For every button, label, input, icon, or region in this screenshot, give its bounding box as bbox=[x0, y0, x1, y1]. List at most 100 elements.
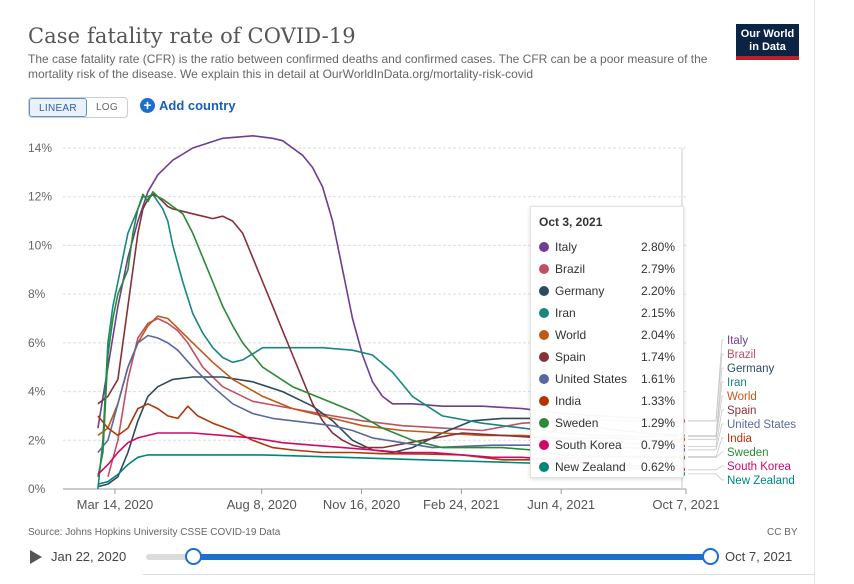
tooltip-row: Spain 1.74% bbox=[539, 346, 675, 368]
add-country-button[interactable]: + Add country bbox=[140, 98, 236, 113]
y-tick-label: 2% bbox=[28, 433, 46, 447]
x-tick-label: Nov 16, 2020 bbox=[323, 497, 400, 512]
logo-line-1: Our World bbox=[740, 28, 795, 40]
tooltip-series-value: 2.20% bbox=[640, 284, 675, 298]
series-line bbox=[97, 376, 683, 488]
grid bbox=[63, 147, 686, 490]
series-line bbox=[97, 193, 683, 449]
label-connector bbox=[688, 409, 724, 448]
x-tick-label: Mar 14, 2020 bbox=[77, 497, 154, 512]
label-connector bbox=[688, 367, 724, 436]
tooltip-row: Germany 2.20% bbox=[539, 280, 675, 302]
series-line bbox=[97, 135, 683, 429]
tooltip: Oct 3, 2021 Italy 2.80% Brazil 2.79% Germany… bbox=[530, 206, 684, 478]
series-line bbox=[97, 402, 682, 461]
timeline: Jan 22, 2020 Oct 7, 2021 bbox=[28, 546, 803, 568]
tooltip-row: Sweden 1.29% bbox=[539, 412, 675, 434]
tooltip-series-name: Italy bbox=[555, 240, 578, 254]
timeline-start-handle[interactable] bbox=[185, 548, 202, 565]
timeline-end-handle[interactable] bbox=[702, 548, 719, 565]
legend-dot-icon bbox=[539, 242, 549, 252]
label-connector bbox=[688, 353, 724, 422]
series-line bbox=[97, 193, 682, 490]
series-label: South Korea bbox=[727, 461, 792, 473]
tooltip-series-value: 1.74% bbox=[640, 350, 675, 364]
series-labels: Italy Brazil Germany Iran World Spain United S… bbox=[688, 335, 796, 487]
tooltip-row: World 2.04% bbox=[539, 324, 675, 346]
tooltip-row: South Korea 0.79% bbox=[539, 434, 675, 456]
x-tick-label: Jun 4, 2021 bbox=[527, 497, 595, 512]
legend-dot-icon bbox=[539, 374, 549, 384]
tooltip-series-value: 2.80% bbox=[640, 240, 675, 254]
tooltip-series-value: 2.15% bbox=[640, 306, 675, 320]
label-connector bbox=[688, 465, 724, 471]
plus-icon: + bbox=[140, 98, 155, 113]
tooltip-series-name: India bbox=[555, 394, 582, 408]
tooltip-series-name: United States bbox=[555, 372, 628, 386]
x-axis: Mar 14, 2020 Aug 8, 2020 Nov 16, 2020 Feb 2… bbox=[77, 489, 720, 512]
x-tick-label: Feb 24, 2021 bbox=[423, 497, 500, 512]
y-tick-label: 4% bbox=[28, 385, 46, 399]
source-note: Source: Johns Hopkins University CSSE CO… bbox=[28, 527, 281, 538]
series-label: New Zealand bbox=[727, 475, 795, 487]
series-label: United States bbox=[727, 419, 796, 431]
tooltip-date: Oct 3, 2021 bbox=[539, 215, 603, 229]
chart-subtitle: The case fatality rate (CFR) is the rati… bbox=[28, 52, 708, 81]
scale-toggle: LINEAR LOG bbox=[28, 97, 128, 118]
label-connector bbox=[688, 395, 724, 440]
x-tick-label: Oct 7, 2021 bbox=[652, 497, 719, 512]
timeline-start-date: Jan 22, 2020 bbox=[51, 549, 127, 564]
tooltip-row: India 1.33% bbox=[539, 390, 675, 412]
legend-dot-icon bbox=[539, 440, 549, 450]
legend-dot-icon bbox=[539, 418, 549, 428]
tooltip-row: Iran 2.15% bbox=[539, 302, 675, 324]
series-line bbox=[97, 191, 683, 477]
linear-scale-button[interactable]: LINEAR bbox=[29, 98, 87, 117]
tooltip-series-name: Brazil bbox=[555, 262, 586, 276]
y-tick-label: 8% bbox=[28, 287, 46, 301]
y-tick-label: 14% bbox=[28, 141, 52, 155]
series-label: Brazil bbox=[727, 349, 756, 361]
tooltip-series-value: 0.79% bbox=[640, 438, 675, 452]
log-scale-button[interactable]: LOG bbox=[95, 102, 118, 113]
tooltip-series-value: 1.33% bbox=[640, 394, 675, 408]
y-axis: 0% 2% 4% 6% 8% 10% 12% 14% bbox=[28, 141, 52, 496]
x-tick-label: Aug 8, 2020 bbox=[227, 497, 297, 512]
series-label: Germany bbox=[727, 363, 775, 375]
tooltip-series-name: World bbox=[555, 328, 587, 342]
tooltip-row: Italy 2.80% bbox=[539, 236, 675, 258]
y-tick-label: 10% bbox=[28, 238, 52, 252]
legend-dot-icon bbox=[539, 462, 549, 472]
add-country-label: Add country bbox=[159, 98, 236, 113]
label-connector bbox=[688, 451, 724, 459]
license-link[interactable]: CC BY bbox=[767, 527, 798, 538]
tooltip-row: Brazil 2.79% bbox=[539, 258, 675, 280]
chart-title: Case fatality rate of COVID-19 bbox=[28, 24, 356, 48]
series-label: Iran bbox=[727, 377, 747, 389]
series-label: Spain bbox=[727, 405, 756, 417]
logo-line-2: in Data bbox=[749, 41, 786, 53]
y-tick-label: 0% bbox=[28, 482, 46, 496]
play-icon[interactable] bbox=[30, 550, 42, 564]
tooltip-series-value: 1.29% bbox=[640, 416, 675, 430]
timeline-range bbox=[193, 554, 710, 560]
tooltip-series-name: Germany bbox=[555, 284, 605, 298]
tooltip-series-name: Spain bbox=[555, 350, 586, 364]
tooltip-series-value: 1.61% bbox=[640, 372, 675, 386]
line-chart[interactable]: 0% 2% 4% 6% 8% 10% 12% 14% Mar 14, 2020 Aug 8, 2… bbox=[0, 0, 815, 520]
legend-dot-icon bbox=[539, 396, 549, 406]
timeline-end-date: Oct 7, 2021 bbox=[725, 549, 793, 564]
tooltip-series-name: New Zealand bbox=[555, 460, 626, 474]
label-connector bbox=[688, 381, 724, 438]
tooltip-series-value: 2.04% bbox=[640, 328, 675, 342]
y-tick-label: 12% bbox=[28, 190, 52, 204]
legend-dot-icon bbox=[539, 308, 549, 318]
tooltip-series-name: Sweden bbox=[555, 416, 599, 430]
tooltip-row: United States 1.61% bbox=[539, 368, 675, 390]
legend-dot-icon bbox=[539, 264, 549, 274]
legend-dot-icon bbox=[539, 330, 549, 340]
series-label: India bbox=[727, 433, 753, 445]
legend-dot-icon bbox=[539, 286, 549, 296]
owid-logo[interactable]: Our World in Data bbox=[736, 24, 799, 60]
tooltip-rows: Italy 2.80% Brazil 2.79% Germany 2.20% Iran 2.1… bbox=[539, 236, 675, 478]
